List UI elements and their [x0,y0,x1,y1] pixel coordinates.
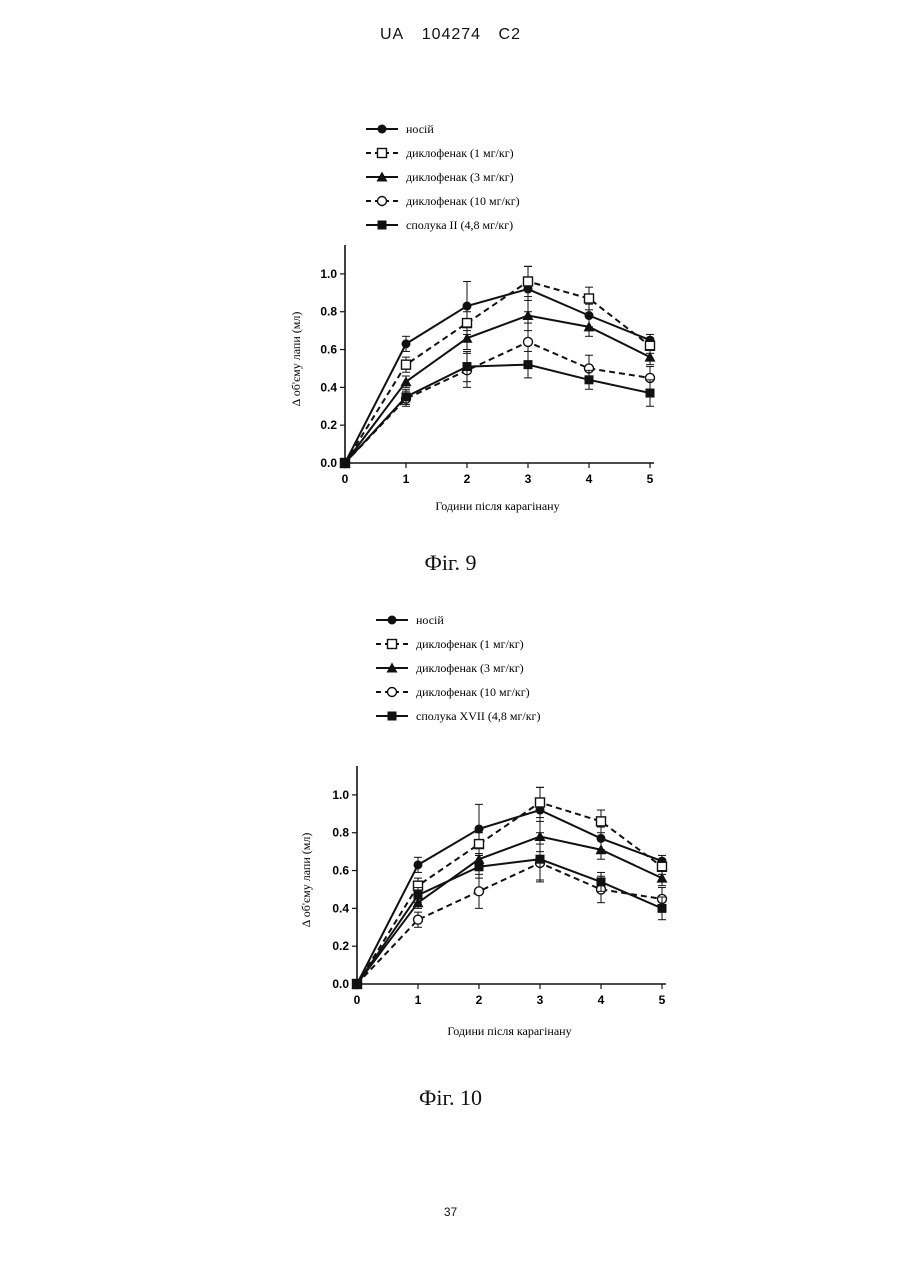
x-axis-label: Години після карагінану [435,499,559,513]
x-tick-label: 1 [403,472,410,486]
y-tick-label: 0.2 [332,939,349,953]
legend: носій диклофенак (1 мг/кг) диклофенак (3 м… [366,122,520,232]
axes: 0 1 2 3 4 5 0.0 0.2 0.4 0.6 0.8 1.0 Години після кар… [289,245,654,513]
y-tick-label: 0.0 [332,977,349,991]
x-tick-label: 1 [415,993,422,1007]
y-axis-label: Δ об'єму лапи (мл) [289,312,303,407]
legend-entry: диклофенак (10 мг/кг) [406,194,520,208]
data-point [475,862,484,871]
data-point [402,392,411,401]
figure-9-caption: Фіг. 9 [0,550,901,576]
legend-marker [378,125,387,134]
data-point [646,341,655,350]
series-1 [341,266,655,467]
legend-marker [378,221,387,230]
y-tick-label: 1.0 [332,788,349,802]
x-tick-label: 2 [476,993,483,1007]
legend-entry: диклофенак (10 мг/кг) [416,685,530,699]
y-tick-label: 1.0 [320,267,337,281]
data-point [463,362,472,371]
legend-marker [388,640,397,649]
x-tick-label: 3 [537,993,544,1007]
axes: 0 1 2 3 4 5 0.0 0.2 0.4 0.6 0.8 1.0 Години після кар… [299,766,666,1038]
y-tick-label: 0.2 [320,418,337,432]
data-point [658,904,667,913]
legend-marker [388,712,397,721]
legend-entry: сполука II (4,8 мг/кг) [406,218,513,232]
x-tick-label: 5 [659,993,666,1007]
legend-entry: диклофенак (1 мг/кг) [416,637,524,651]
data-point [524,277,533,286]
data-point [536,855,545,864]
x-axis-label: Години після карагінану [447,1024,571,1038]
data-point [475,840,484,849]
page-number: 37 [0,1205,901,1219]
data-point [414,891,423,900]
series-5 [341,351,655,467]
data-point [414,860,423,869]
data-point [524,337,533,346]
data-point [475,824,484,833]
y-tick-label: 0.4 [320,380,337,394]
kind-code: C2 [499,26,521,43]
y-tick-label: 0.8 [320,305,337,319]
data-point [597,877,606,886]
legend-entry: носій [406,122,434,136]
legend-marker [378,149,387,158]
legend-entry: сполука XVII (4,8 мг/кг) [416,709,540,723]
data-point [414,915,423,924]
series-2 [353,787,667,988]
y-tick-label: 0.8 [332,826,349,840]
series-line [345,365,650,463]
series-4 [353,844,667,988]
series-line [357,810,662,984]
y-tick-label: 0.0 [320,456,337,470]
legend-entry: диклофенак (3 мг/кг) [406,170,514,184]
data-point [524,360,533,369]
document-header: UA 104274 C2 [0,26,901,44]
data-point [463,302,472,311]
data-point [402,339,411,348]
y-tick-label: 0.6 [332,864,349,878]
legend-marker [378,197,387,206]
legend-entry: диклофенак (3 мг/кг) [416,661,524,675]
x-tick-label: 0 [354,993,361,1007]
series-1 [353,787,667,988]
data-point [341,459,350,468]
x-tick-label: 4 [598,993,605,1007]
country-code: UA [380,26,404,43]
legend-marker [388,616,397,625]
series-4 [341,323,655,467]
patent-number: 104274 [422,26,481,43]
legend-entry: диклофенак (1 мг/кг) [406,146,514,160]
data-point [463,319,472,328]
x-tick-label: 3 [525,472,532,486]
series-line [345,289,650,463]
data-point [646,389,655,398]
data-point [585,294,594,303]
x-tick-label: 2 [464,472,471,486]
x-tick-label: 5 [647,472,654,486]
x-tick-label: 4 [586,472,593,486]
figure-10-chart: носій диклофенак (1 мг/кг) диклофенак (3 м… [0,600,901,1050]
x-tick-label: 0 [342,472,349,486]
data-point [402,360,411,369]
legend-entry: носій [416,613,444,627]
data-point [401,376,412,386]
y-axis-label: Δ об'єму лапи (мл) [299,833,313,928]
data-point [658,862,667,871]
legend: носій диклофенак (1 мг/кг) диклофенак (3 м… [376,613,540,723]
data-point [597,817,606,826]
legend-marker [388,688,397,697]
data-point [536,798,545,807]
data-point [353,980,362,989]
y-tick-label: 0.4 [332,901,349,915]
series-line [357,837,662,984]
y-tick-label: 0.6 [320,343,337,357]
figure-9-chart: носій диклофенак (1 мг/кг) диклофенак (3 м… [0,110,901,530]
series-line [345,316,650,463]
data-point [475,887,484,896]
figure-10-caption: Фіг. 10 [0,1085,901,1111]
data-point [585,375,594,384]
